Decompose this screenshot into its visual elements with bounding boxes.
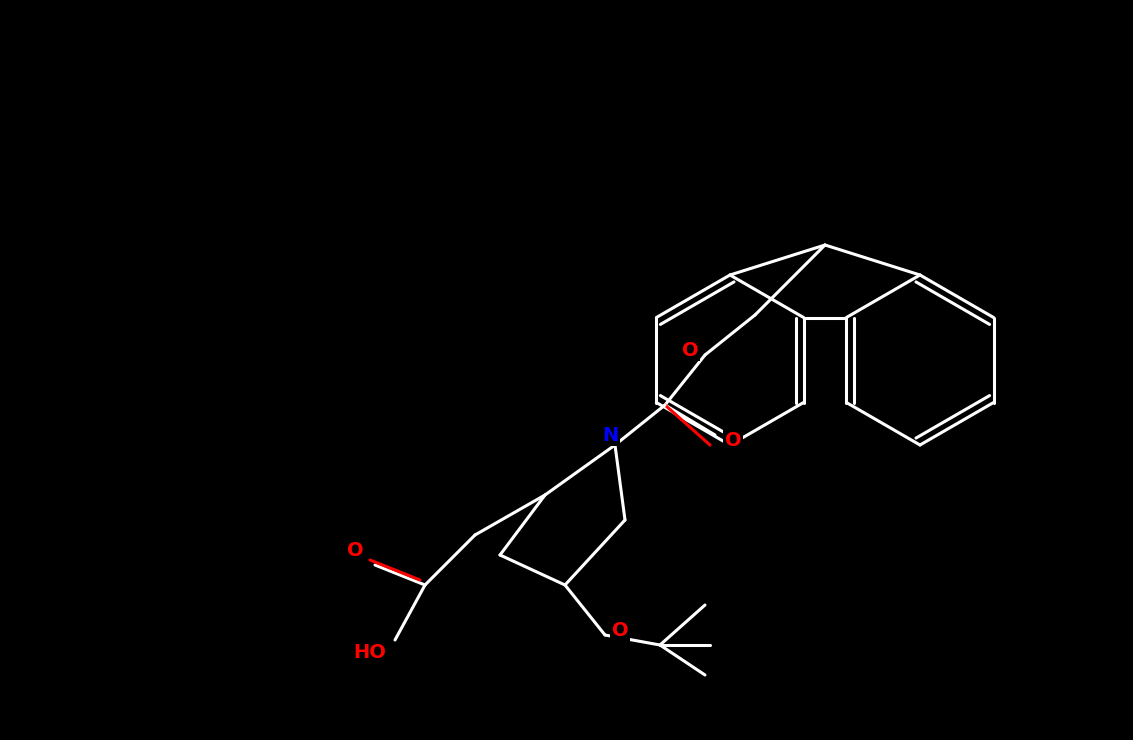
Text: O: O (682, 340, 698, 360)
Text: O: O (612, 621, 629, 639)
Text: HO: HO (353, 642, 386, 662)
Text: O: O (725, 431, 741, 449)
Text: O: O (347, 540, 364, 559)
Text: N: N (602, 425, 619, 445)
